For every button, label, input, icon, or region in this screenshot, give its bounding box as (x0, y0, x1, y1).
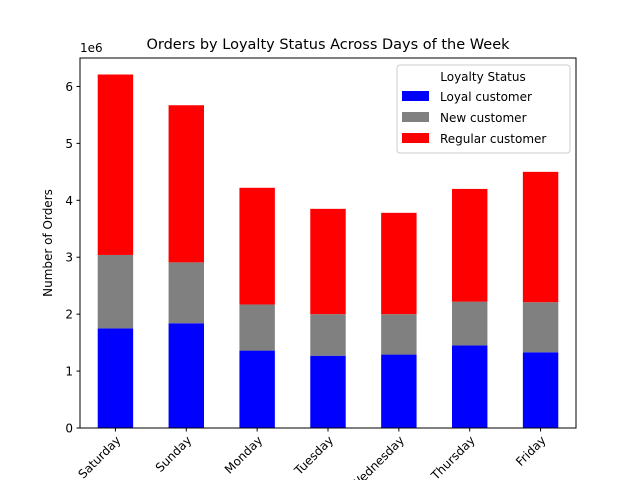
bar-tuesday-series-2 (310, 208, 346, 315)
bar-friday-series-0 (522, 352, 559, 428)
plot-frame (79, 57, 577, 429)
bar-monday-series-0 (239, 350, 275, 428)
bar-tuesday-series-0 (310, 355, 346, 428)
bar-wednesday-series-0 (381, 354, 417, 428)
bar-sunday-series-2 (168, 105, 204, 263)
x-tick-label-sunday: Sunday (153, 433, 195, 475)
chart-title: Orders by Loyalty Status Across Days of … (146, 37, 510, 53)
bars-layer (97, 74, 559, 428)
legend: Loyalty Status Loyal customer New custome… (396, 64, 571, 154)
x-tick-label-saturday: Saturday (75, 433, 123, 480)
bar-thursday-series-0 (452, 345, 488, 428)
bar-thursday-series-2 (452, 188, 488, 302)
legend-title: Loyalty Status (440, 70, 525, 84)
bar-wednesday-series-1 (381, 314, 417, 355)
legend-label-series-2: Regular customer (440, 132, 546, 146)
legend-label-series-1: New customer (440, 111, 527, 125)
bar-saturday-series-2 (97, 74, 134, 255)
bar-sunday-series-1 (168, 262, 204, 324)
y-tick-label: 5 (65, 137, 73, 151)
legend-swatch-series-1 (402, 112, 429, 122)
legend-label-series-0: Loyal customer (440, 90, 532, 104)
bar-monday-series-2 (239, 187, 275, 305)
bar-saturday-series-1 (97, 254, 134, 329)
bar-monday-series-1 (239, 304, 275, 351)
bar-friday-series-2 (522, 171, 559, 303)
y-axis-offset-label: 1e6 (80, 41, 103, 55)
y-tick-label: 1 (65, 365, 73, 379)
y-axis-label: Number of Orders (41, 189, 55, 297)
bar-sunday-series-0 (168, 323, 204, 428)
x-axis-ticks: Saturday Sunday Monday Tuesday Wednesday Thur… (75, 428, 549, 480)
legend-box (396, 64, 571, 154)
y-tick-label: 2 (65, 308, 73, 322)
y-tick-label: 6 (65, 80, 73, 94)
y-tick-label: 0 (65, 422, 73, 436)
bar-friday-series-1 (522, 302, 559, 353)
x-tick-label-tuesday: Tuesday (291, 433, 336, 478)
bar-saturday-series-0 (97, 328, 134, 428)
y-tick-label: 4 (65, 194, 73, 208)
bar-wednesday-series-2 (381, 212, 417, 315)
legend-swatch-series-2 (402, 133, 429, 143)
bar-tuesday-series-1 (310, 314, 346, 356)
x-tick-label-friday: Friday (513, 433, 549, 469)
x-tick-label-thursday: Thursday (428, 433, 478, 480)
bar-thursday-series-1 (452, 301, 488, 346)
legend-swatch-series-0 (402, 91, 429, 101)
x-tick-label-monday: Monday (222, 433, 265, 476)
y-tick-label: 3 (65, 251, 73, 265)
y-axis-ticks: 0 1 2 3 4 5 6 (65, 80, 80, 436)
x-tick-label-wednesday: Wednesday (348, 433, 407, 480)
